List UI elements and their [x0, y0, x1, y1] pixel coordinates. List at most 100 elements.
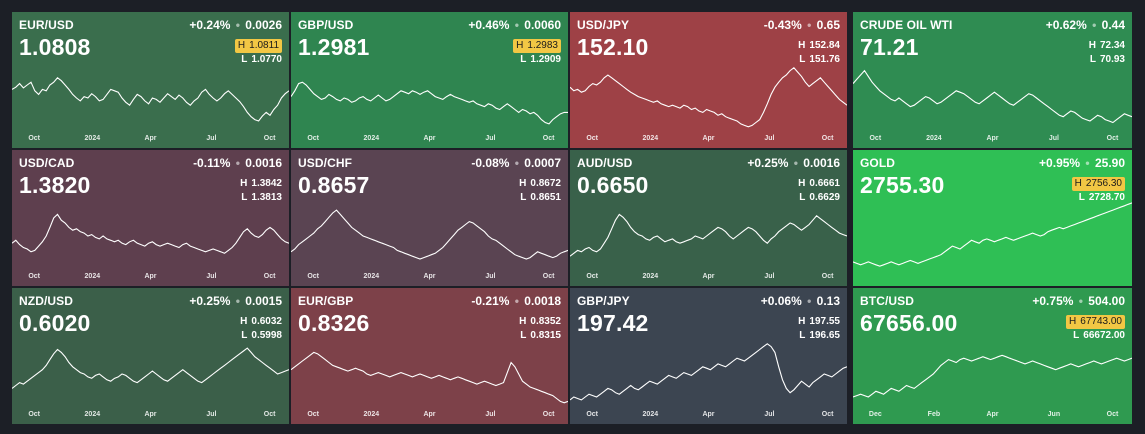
x-axis-labels: Oct 2024 Apr Jul Oct [570, 411, 847, 421]
high-value: 0.8672 [530, 178, 561, 189]
change-percent: -0.43% [763, 18, 802, 32]
low-row: L 2728.70 [1072, 191, 1125, 205]
change-readout: +0.62% • 0.44 [1046, 18, 1125, 32]
change-percent: +0.06% [760, 294, 802, 308]
separator-dot: • [790, 156, 802, 170]
low-value: 151.76 [809, 54, 840, 65]
low-label: L [241, 192, 248, 203]
symbol-name: GBP/JPY [577, 294, 630, 308]
x-axis-tick-label: Jul [764, 411, 775, 418]
change-readout: +0.95% • 25.90 [1039, 156, 1125, 170]
high-value: 72.34 [1099, 40, 1125, 51]
sparkline [12, 213, 289, 254]
last-price: 0.6020 [19, 310, 91, 336]
x-axis-labels [853, 273, 1132, 283]
sparkline [291, 209, 568, 260]
symbol-name: EUR/GBP [298, 294, 354, 308]
x-axis-labels: Oct 2024 Apr Jul Oct [291, 135, 568, 145]
change-readout: -0.43% • 0.65 [764, 18, 840, 32]
price-line [570, 67, 847, 128]
x-axis-tick-label: Oct [586, 411, 598, 418]
separator-dot: • [232, 294, 244, 308]
x-axis-tick-label: Jul [485, 273, 496, 280]
low-value: 0.5998 [251, 330, 282, 341]
high-row: H 72.34 [1089, 39, 1125, 53]
change-absolute: 0.0015 [245, 294, 282, 308]
low-label: L [241, 330, 248, 341]
high-low-box: H 197.55 L 196.65 [798, 315, 840, 343]
low-value: 1.0770 [251, 54, 282, 65]
last-price: 67656.00 [860, 310, 958, 336]
market-tile[interactable]: AUD/USD +0.25% • 0.0016 0.6650 H 0.6661 L… [570, 150, 847, 286]
x-axis-tick-label: Apr [144, 411, 157, 418]
x-axis-tick-label: 2024 [84, 411, 101, 418]
separator-dot: • [1088, 18, 1100, 32]
change-absolute: 0.13 [816, 294, 840, 308]
high-label: H [519, 316, 527, 327]
low-value: 0.6629 [809, 192, 840, 203]
change-percent: +0.24% [189, 18, 231, 32]
market-tile[interactable]: BTC/USD +0.75% • 504.00 67656.00 H 67743.… [853, 288, 1132, 424]
x-axis-tick-label: Oct [586, 135, 598, 142]
market-tile[interactable]: EUR/USD +0.24% • 0.0026 1.0808 H 1.0811 L… [12, 12, 289, 148]
x-axis-tick-label: Oct [28, 273, 40, 280]
high-low-box: H 0.6661 L 0.6629 [798, 177, 840, 205]
high-value: 67743.00 [1080, 316, 1122, 327]
last-price: 0.8657 [298, 172, 370, 198]
price-line [12, 213, 289, 254]
x-axis-tick-label: Apr [144, 273, 157, 280]
high-row: H 0.8352 [519, 315, 561, 329]
high-row: H 67743.00 [1066, 315, 1125, 329]
high-row: H 152.84 [798, 39, 840, 53]
low-row: L 70.93 [1089, 53, 1125, 67]
market-tile[interactable]: GOLD +0.95% • 25.90 2755.30 H 2756.30 L 27… [853, 150, 1132, 286]
market-tile[interactable]: USD/CAD -0.11% • 0.0016 1.3820 H 1.3842 L… [12, 150, 289, 286]
sparkline [570, 343, 847, 401]
high-value: 1.3842 [251, 178, 282, 189]
last-price: 1.0808 [19, 34, 91, 60]
change-readout: -0.08% • 0.0007 [471, 156, 561, 170]
change-percent: +0.46% [468, 18, 510, 32]
market-tile[interactable]: USD/CHF -0.08% • 0.0007 0.8657 H 0.8672 L… [291, 150, 568, 286]
x-axis-tick-label: Jul [764, 273, 775, 280]
high-low-box: H 72.34 L 70.93 [1089, 39, 1125, 67]
sparkline [853, 202, 1132, 267]
high-value: 2756.30 [1085, 178, 1122, 189]
market-tile[interactable]: CRUDE OIL WTI +0.62% • 0.44 71.21 H 72.34… [853, 12, 1132, 148]
low-label: L [1089, 54, 1096, 65]
symbol-name: GBP/USD [298, 18, 354, 32]
low-row: L 151.76 [798, 53, 840, 67]
x-axis-tick-label: Oct [263, 135, 276, 142]
symbol-name: USD/JPY [577, 18, 630, 32]
x-axis-labels: Oct 2024 Apr Jul Oct [291, 273, 568, 283]
high-low-box: H 0.6032 L 0.5998 [240, 315, 282, 343]
high-label: H [516, 40, 524, 51]
change-absolute: 0.0016 [245, 156, 282, 170]
high-label: H [1069, 316, 1077, 327]
low-value: 0.8315 [530, 330, 561, 341]
market-tile[interactable]: GBP/JPY +0.06% • 0.13 197.42 H 197.55 L 19… [570, 288, 847, 424]
last-price: 2755.30 [860, 172, 945, 198]
separator-dot: • [511, 18, 523, 32]
high-row: H 1.2983 [513, 39, 561, 53]
x-axis-labels: Oct 2024 Apr Jul Oct [853, 135, 1132, 145]
x-axis-tick-label: Oct [28, 411, 40, 418]
change-percent: -0.11% [193, 156, 231, 170]
high-label: H [798, 316, 806, 327]
x-axis-tick-label: Apr [702, 273, 715, 280]
x-axis-tick-label: Oct [542, 411, 555, 418]
change-readout: +0.75% • 504.00 [1032, 294, 1125, 308]
market-tile[interactable]: NZD/USD +0.25% • 0.0015 0.6020 H 0.6032 L… [12, 288, 289, 424]
market-tile[interactable]: USD/JPY -0.43% • 0.65 152.10 H 152.84 L 15… [570, 12, 847, 148]
change-percent: +0.25% [189, 294, 231, 308]
x-axis-tick-label: Oct [28, 135, 40, 142]
high-low-box: H 1.3842 L 1.3813 [240, 177, 282, 205]
market-tile[interactable]: EUR/GBP -0.21% • 0.0018 0.8326 H 0.8352 L… [291, 288, 568, 424]
change-absolute: 25.90 [1094, 156, 1125, 170]
symbol-name: GOLD [860, 156, 896, 170]
x-axis-tick-label: Apr [702, 135, 715, 142]
sparkline [12, 77, 289, 122]
market-tile[interactable]: GBP/USD +0.46% • 0.0060 1.2981 H 1.2983 L… [291, 12, 568, 148]
price-line [12, 347, 289, 389]
x-axis-tick-label: Oct [821, 135, 834, 142]
